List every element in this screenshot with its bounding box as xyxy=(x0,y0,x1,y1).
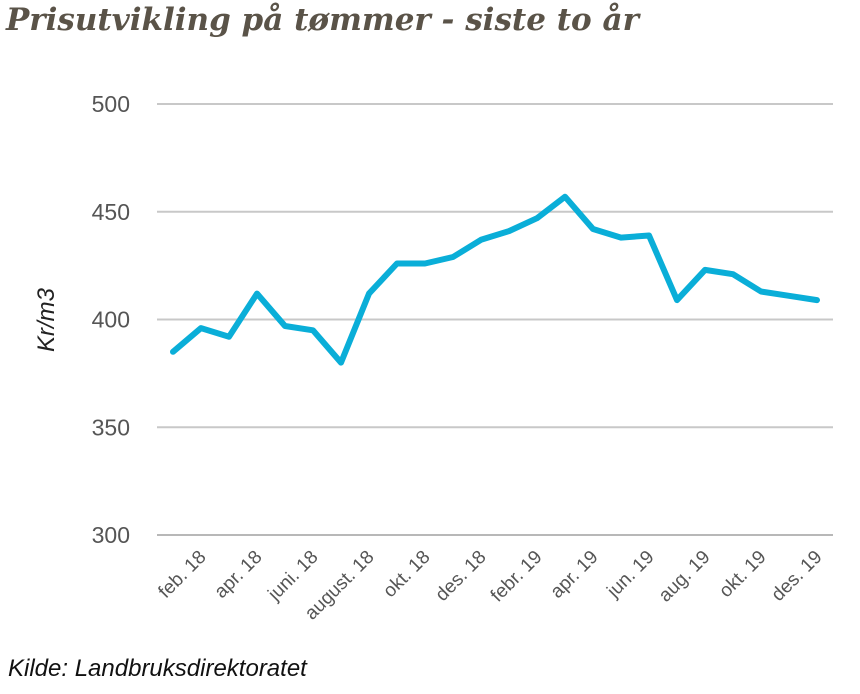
x-tick-label: okt. 18 xyxy=(379,547,434,602)
x-tick-label: feb. 18 xyxy=(155,547,211,603)
y-tick-label: 350 xyxy=(92,414,130,440)
price-line xyxy=(170,193,820,366)
x-tick-label: jun. 19 xyxy=(603,547,659,603)
y-axis-label: Kr/m3 xyxy=(33,287,60,352)
y-tick-label: 500 xyxy=(92,91,130,117)
y-axis-ticks: 300 350 400 450 500 xyxy=(92,91,130,548)
x-tick-label: apr. 19 xyxy=(547,547,603,603)
x-tick-label: apr. 18 xyxy=(211,547,267,603)
x-tick-label: okt. 19 xyxy=(715,547,770,602)
y-tick-label: 450 xyxy=(92,199,130,225)
source-note: Kilde: Landbruksdirektoratet xyxy=(8,655,307,682)
y-tick-label: 400 xyxy=(92,307,130,333)
x-tick-label: des. 19 xyxy=(768,547,827,606)
y-tick-label: 300 xyxy=(92,522,130,548)
x-tick-label: aug. 19 xyxy=(655,547,715,607)
chart-title: Prisutvikling på tømmer - siste to år xyxy=(6,2,639,38)
x-tick-label: febr. 19 xyxy=(487,547,547,607)
gridlines xyxy=(157,103,833,536)
x-tick-label: des. 18 xyxy=(432,547,491,606)
